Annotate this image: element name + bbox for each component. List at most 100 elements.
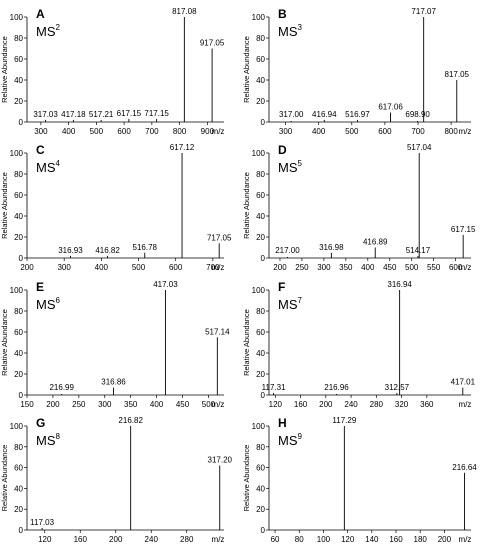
ms-label-base: MS — [278, 433, 298, 448]
x-tick-label: 600 — [117, 127, 131, 136]
peak-label: 317.00 — [279, 110, 304, 119]
x-tick-label: 80 — [295, 535, 304, 544]
x-tick-label: 140 — [365, 535, 379, 544]
panel-letter: C — [36, 143, 45, 157]
ms-stage-label: MS5 — [278, 159, 303, 175]
x-tick-label: 100 — [317, 535, 331, 544]
ms-label-order: 9 — [298, 432, 303, 441]
peak-label: 216.64 — [452, 463, 477, 472]
x-tick-label: 500 — [90, 127, 104, 136]
y-tick-label: 100 — [252, 13, 266, 22]
x-tick-label: 160 — [389, 535, 403, 544]
y-tick-label: 40 — [256, 484, 265, 493]
y-tick-label: 80 — [14, 443, 23, 452]
x-axis-title: m/z — [459, 535, 472, 544]
x-tick-label: 160 — [294, 400, 308, 409]
y-tick-label: 0 — [19, 391, 24, 400]
peak-label: 317.20 — [208, 456, 233, 465]
ms-label-base: MS — [36, 24, 56, 39]
peak-label: 416.89 — [363, 238, 388, 247]
x-tick-label: 300 — [279, 127, 293, 136]
peak-label: 417.18 — [61, 110, 86, 119]
x-tick-label: 450 — [383, 263, 397, 272]
spectrum-panel-b: 0 20 40 60 80 100 300 400 500 600 700 800 m/z Relativ… — [242, 7, 471, 136]
peak-label: 698.90 — [405, 110, 430, 119]
peak-label: 717.07 — [411, 7, 436, 16]
x-tick-label: 700 — [145, 127, 159, 136]
x-tick-label: 400 — [95, 263, 109, 272]
y-tick-label: 60 — [256, 328, 265, 337]
x-tick-label: 300 — [57, 263, 71, 272]
y-tick-label: 60 — [256, 191, 265, 200]
x-tick-label: 800 — [173, 127, 187, 136]
y-tick-label: 20 — [14, 97, 23, 106]
ms-label-order: 7 — [298, 296, 303, 305]
y-axis-title: Relative Abundance — [242, 172, 251, 239]
x-tick-label: 200 — [438, 535, 452, 544]
y-tick-label: 20 — [256, 370, 265, 379]
y-tick-label: 100 — [10, 13, 24, 22]
peak-label: 117.29 — [332, 416, 356, 425]
x-tick-label: 300 — [34, 127, 48, 136]
ms-stage-label: MS6 — [36, 296, 61, 312]
ms-label-order: 6 — [56, 296, 61, 305]
x-tick-label: 200 — [46, 400, 60, 409]
y-tick-label: 20 — [14, 505, 23, 514]
ms-label-order: 3 — [298, 23, 303, 32]
y-axis-title: Relative Abundance — [242, 309, 251, 376]
ms-stage-label: MS4 — [36, 159, 61, 175]
y-tick-label: 40 — [256, 349, 265, 358]
y-tick-label: 80 — [14, 34, 23, 43]
peak-label: 117.31 — [262, 383, 286, 392]
peak-label: 316.93 — [58, 246, 83, 255]
ms-label-order: 5 — [298, 159, 303, 168]
peak-label: 817.05 — [445, 70, 470, 79]
ms-label-base: MS — [36, 160, 56, 175]
x-tick-label: 300 — [317, 263, 331, 272]
ms-label-base: MS — [278, 297, 298, 312]
ms-label-base: MS — [278, 24, 298, 39]
x-tick-label: 240 — [145, 535, 159, 544]
x-tick-label: 500 — [405, 263, 419, 272]
peak-label: 617.12 — [170, 143, 195, 152]
peak-label: 316.98 — [319, 243, 344, 252]
x-tick-label: 300 — [98, 400, 112, 409]
x-tick-label: 600 — [378, 127, 392, 136]
ms-label-base: MS — [36, 297, 56, 312]
x-axis-title: m/z — [212, 400, 225, 409]
x-tick-label: 200 — [319, 400, 333, 409]
x-tick-label: 350 — [124, 400, 138, 409]
y-tick-label: 40 — [14, 76, 23, 85]
x-tick-label: 500 — [345, 127, 359, 136]
x-tick-label: 280 — [180, 535, 194, 544]
panel-letter: E — [36, 280, 44, 294]
x-tick-label: 200 — [20, 263, 34, 272]
peak-label: 517.21 — [89, 110, 114, 119]
panel-letter: D — [278, 143, 287, 157]
panel-letter: F — [278, 280, 285, 294]
ms-stage-label: MS7 — [278, 296, 303, 312]
x-tick-label: 900 — [201, 127, 215, 136]
ms-stage-label: MS2 — [36, 23, 61, 39]
peak-label: 617.06 — [378, 103, 403, 112]
x-tick-label: 350 — [339, 263, 353, 272]
peak-label: 417.03 — [153, 280, 178, 289]
y-tick-label: 100 — [252, 422, 266, 431]
x-tick-label: 450 — [176, 400, 190, 409]
x-tick-label: 400 — [62, 127, 76, 136]
y-tick-label: 100 — [10, 286, 24, 295]
peak-label: 317.03 — [33, 110, 58, 119]
peak-label: 717.05 — [207, 233, 232, 242]
x-tick-label: 250 — [295, 263, 309, 272]
x-tick-label: 500 — [132, 263, 146, 272]
panel-letter: H — [278, 416, 287, 430]
spectrum-panel-g: 0 20 40 60 80 100 120 160 200 240 280 m/z Relative A… — [0, 416, 233, 544]
ms-label-order: 2 — [56, 23, 61, 32]
y-tick-label: 0 — [261, 118, 266, 127]
x-tick-label: 120 — [341, 535, 355, 544]
y-tick-label: 100 — [252, 149, 266, 158]
y-tick-label: 40 — [14, 212, 23, 221]
ms-stage-label: MS8 — [36, 432, 61, 448]
